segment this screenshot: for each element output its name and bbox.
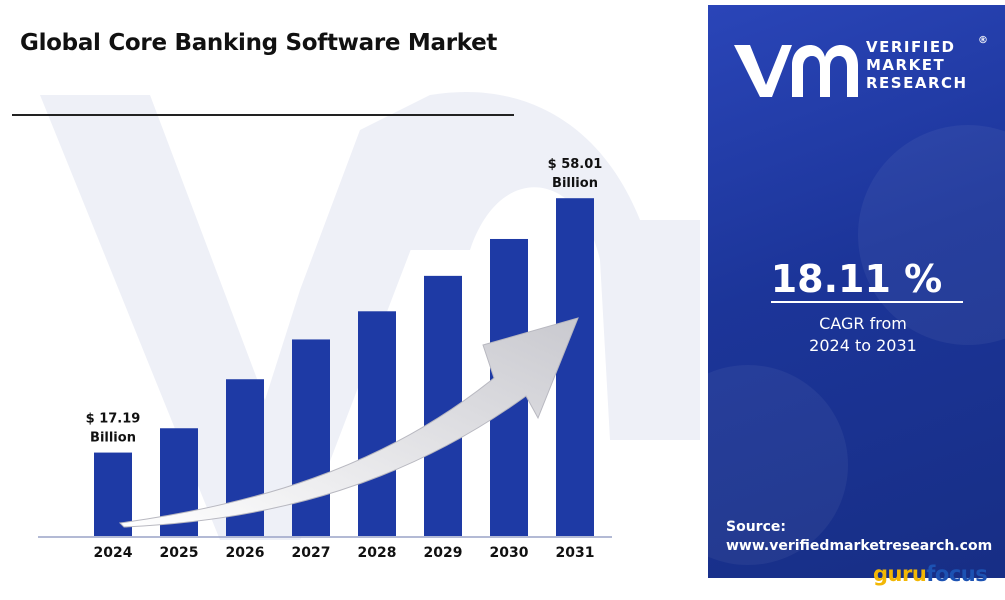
- title-underline: [12, 114, 514, 116]
- cagr-label-line-1: CAGR from: [819, 314, 907, 333]
- x-tick-label: 2026: [226, 545, 265, 561]
- brand-line-3: RESEARCH: [866, 74, 968, 92]
- registered-mark: ®: [978, 35, 988, 46]
- cagr-label: CAGR from 2024 to 2031: [708, 313, 1005, 357]
- source-label: Source:: [726, 519, 786, 535]
- bar-chart: 2024 2025 2026 2027 2028 2029 2030 2031 $ 17.19…: [38, 157, 612, 561]
- gurufocus-part-1: guru: [873, 562, 927, 586]
- source-url: www.verifiedmarketresearch.com: [726, 538, 993, 554]
- gurufocus-part-2: focus: [926, 562, 988, 586]
- data-label: $ 58.01: [548, 157, 603, 172]
- x-tick-label: 2030: [490, 545, 529, 561]
- x-tick-label: 2031: [556, 545, 595, 561]
- data-label: Billion: [552, 176, 598, 191]
- cagr-divider: [771, 301, 963, 303]
- brand-line-1: VERIFIED: [866, 38, 956, 56]
- x-tick-label: 2024: [94, 545, 133, 561]
- cagr-label-line-2: 2024 to 2031: [809, 336, 917, 355]
- cagr-value: 18.11 %: [770, 257, 943, 301]
- vmr-logo-icon: [734, 45, 858, 97]
- brand-name: VERIFIED MARKET RESEARCH ®: [866, 35, 988, 92]
- source-note: Source: www.verifiedmarketresearch.com: [726, 518, 992, 556]
- x-tick-label: 2025: [160, 545, 199, 561]
- brand-line-2: MARKET: [866, 56, 946, 74]
- cagr-panel: VERIFIED MARKET RESEARCH ® 18.11 % CAGR …: [708, 5, 1005, 578]
- chart-title: Global Core Banking Software Market: [20, 30, 498, 56]
- data-label: Billion: [90, 431, 136, 446]
- gurufocus-watermark: gurufocus: [873, 562, 988, 586]
- x-tick-label: 2029: [424, 545, 463, 561]
- growth-arrow: [118, 317, 579, 528]
- bar-2031: [556, 198, 594, 536]
- x-tick-label: 2027: [292, 545, 331, 561]
- bar-2027: [292, 339, 330, 536]
- bar-2028: [358, 311, 396, 536]
- background-watermark: [40, 91, 700, 540]
- x-tick-label: 2028: [358, 545, 397, 561]
- data-label: $ 17.19: [86, 412, 141, 427]
